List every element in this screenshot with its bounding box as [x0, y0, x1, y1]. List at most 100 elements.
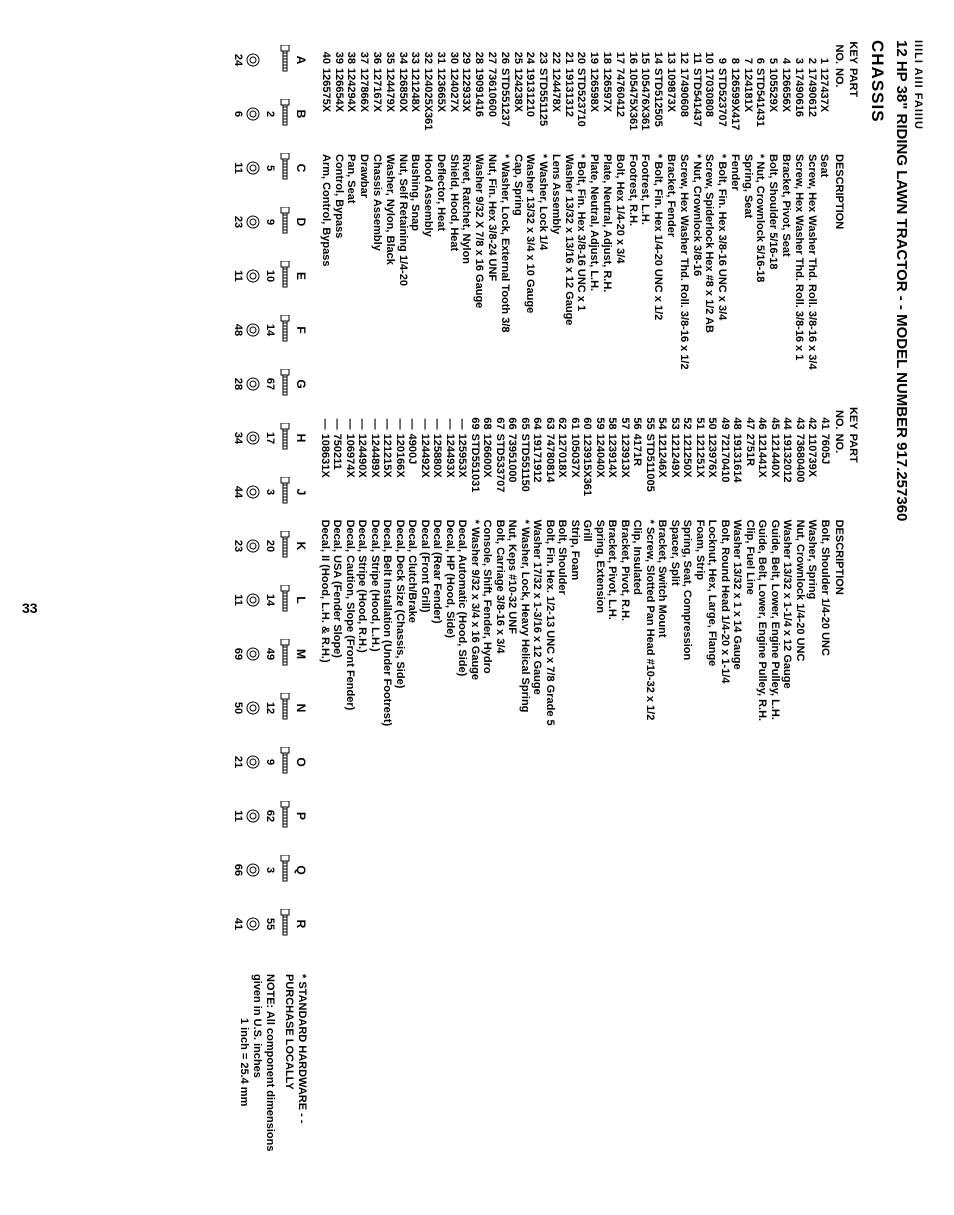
hardware-item: 28	[233, 364, 261, 404]
table-row: 4972170410Bolt, Round Head 1/4-20 x 1-1/…	[719, 406, 732, 727]
table-row: 1127437XSeat	[818, 40, 831, 370]
table-row: 65STD551150* Washer, Lock, Heavy Helical…	[519, 406, 532, 727]
table-row: 51121251XFoam, Strip	[694, 406, 707, 727]
hardware-item: 44	[233, 472, 261, 512]
hardware-item: 34	[233, 418, 261, 458]
hardware-item: 6	[233, 94, 261, 134]
table-row: 2819091416Washer 9/32 X 7/8 x 16 Gauge	[472, 40, 485, 370]
hardware-item: 11	[233, 256, 261, 296]
table-row: 26STD551237* Washer, Lock, External Toot…	[498, 40, 511, 370]
table-row: 13109873XBracket, Fender	[664, 40, 677, 370]
hardware-item: 50	[233, 688, 261, 728]
table-row: —121215XDecal, Belt Installation (Under …	[381, 406, 394, 727]
table-row: 57123913XBracket, Pivot, R.H.	[619, 406, 632, 727]
table-row: 14STD512505* Bolt, Fin. Hex 1/4-20 UNC x…	[651, 40, 664, 370]
table-row: —124492XDecal (Front Grill)	[419, 406, 432, 727]
table-row: —106974XDecal, Caution, Slope (Front Fen…	[344, 406, 357, 727]
hardware-item: 48	[233, 310, 261, 350]
rotated-content: IIILI AIII FAIIIU 12 HP 38" RIDING LAWN …	[0, 0, 954, 1215]
table-row: 31123665XDeflector, Heat	[434, 40, 447, 370]
hardware-item: C5	[265, 148, 309, 188]
table-row: 32124025X361Hood Assembly	[421, 40, 434, 370]
hardware-item: A	[265, 40, 309, 80]
table-row: 38124294XPan, Seat	[345, 40, 358, 370]
table-row: 5105529XBolt, Shoulder 5/16-18	[766, 40, 779, 370]
table-row: 317490616Screw, Hex Washer Thd. Roll. 3/…	[792, 40, 805, 370]
table-row: 54121246XBracket, Switch Mount	[656, 406, 669, 727]
table-row: —124489XDecal, Stripe (Hood, L.H.)	[369, 406, 382, 727]
table-row: 16105475X361Footrest, R.H.	[626, 40, 639, 370]
table-row: 1217490608Screw, Hex Washer Thd. Roll. 3…	[677, 40, 690, 370]
table-row: 1017030808Screw, Spiderlock Hex #8 x 1/2…	[703, 40, 716, 370]
hardware-item: L14	[265, 580, 309, 620]
hardware-item: 11	[233, 796, 261, 836]
table-row: 564171RClip, Insulated	[631, 406, 644, 727]
table-row: 2419131210Washer 13/32 x 3/4 x 10 Gauge	[524, 40, 537, 370]
table-row: 22124478XLens Assembly	[549, 40, 562, 370]
table-row: 35124479XWasher, Nylon, Black	[383, 40, 396, 370]
table-row: 15105476X361Footrest, L.H.	[639, 40, 652, 370]
table-row: 53121249XSpacer, Split	[669, 406, 682, 727]
hardware-item: Q3	[265, 850, 309, 890]
table-row: 58123914XBracket, Pivot, L.H.	[606, 406, 619, 727]
table-row: 6419171912Washer 17/32 x 1-3/16 x 12 Gau…	[531, 406, 544, 727]
table-row: 11STD541437* Nut, Crownlock 3/8-16	[690, 40, 703, 370]
hardware-item: N12	[265, 688, 309, 728]
table-row: —108631XDecal, II (Hood, L.H. & R.H.)	[319, 406, 332, 727]
table-row: 40126575XArm, Control, Bypass	[319, 40, 332, 370]
table-row: 29122933XRivet, Ratchet, Nylon	[460, 40, 473, 370]
table-row: 19126598XPlate, Neutral, Adjust, L.H.	[588, 40, 601, 370]
hardware-item: 69	[233, 634, 261, 674]
hardware-item: F14	[265, 310, 309, 350]
title: 12 HP 38" RIDING LAWN TRACTOR - - MODEL …	[893, 40, 910, 1175]
table-row: 42110739XWasher, Spring	[806, 406, 819, 727]
table-row: 55STD511005* Screw, Slotted Pan Head #10…	[644, 406, 657, 727]
table-row: 4819131614Washer 13/32 x 1 x 14 Gauge	[731, 406, 744, 727]
table-row: 217490612Screw, Hex Washer Thd. Roll. 3/…	[805, 40, 818, 370]
table-row: 417605JBolt, Shoulder 1/4-20 UNC	[819, 406, 832, 727]
table-row: 62127018XBolt, Shoulder	[556, 406, 569, 727]
chassis-heading: CHASSIS	[867, 40, 887, 1175]
table-row: —124490XDecal, Stripe (Hood, R.H.)	[356, 406, 369, 727]
parts-table-right: KEYPART NO.NO.DESCRIPTION 417605JBolt, S…	[319, 406, 860, 727]
table-row: —120166XDecal, Deck Size (Chassis, Side)	[394, 406, 407, 727]
table-row: 6374780814Bolt, Fin. Hex. 1/2-13 UNC x 7…	[544, 406, 557, 727]
table-row: —125953XDecal, Automatic (Hood, Side)	[456, 406, 469, 727]
table-row: 37127866XDrawbar	[357, 40, 370, 370]
hardware-item: H17	[265, 418, 309, 458]
table-row: 59124040XSpring, Extension	[594, 406, 607, 727]
table-row: 4373680400Nut, Crownlock 1/4-20 UNC	[794, 406, 807, 727]
hardware-item: 11	[233, 580, 261, 620]
table-row: 39126654XControl, Bypass	[332, 40, 345, 370]
hardware-item: 24	[233, 40, 261, 80]
hardware-item: 23	[233, 526, 261, 566]
table-row: 7124181XSpring, Seat	[741, 40, 754, 370]
hardware-item: 21	[233, 742, 261, 782]
table-row: 9STD523707* Bolt, Fin. Hex 3/8-16 UNC x …	[715, 40, 728, 370]
table-row: 472751RClip, Fuel Line	[744, 406, 757, 727]
hardware-item: O9	[265, 742, 309, 782]
table-row: 30124027XShield, Hood, Heat	[447, 40, 460, 370]
table-row: —4900JDecal, Clutch/Brake	[406, 406, 419, 727]
table-row: 6STD541431* Nut, Crownlock 5/16-18	[754, 40, 767, 370]
table-row: 45121440XGuide, Belt, Lower, Engine Pull…	[769, 406, 782, 727]
table-row: 1774760412Bolt, Hex 1/4-20 x 3/4	[613, 40, 626, 370]
hardware-item: P62	[265, 796, 309, 836]
table-row: 33121248XBushing, Snap	[409, 40, 422, 370]
table-row: 69STD551031* Washer 9/32 x 3/4 x 16 Gaug…	[469, 406, 482, 727]
table-row: —124493XDecal, HP (Hood, Side)	[444, 406, 457, 727]
table-row: 23STD551125* Washer, Lock 1/4	[536, 40, 549, 370]
table-row: 46121441XGuide, Belt, Lower, Engine Pull…	[756, 406, 769, 727]
table-row: 52121250XSpring, Seat, Compression	[681, 406, 694, 727]
table-row: —125880XDecal (Rear Fender)	[431, 406, 444, 727]
table-row: 67STD533707Bolt, Carriage 3/8-16 x 3/4	[494, 406, 507, 727]
hardware-item: 66	[233, 850, 261, 890]
table-row: 2119131312Washer 13/32 x 13/16 x 12 Gaug…	[562, 40, 575, 370]
table-row: 2773610600Nut, Fin. Hex 3/8-24 UNF	[485, 40, 498, 370]
parts-table-left: KEYPART NO.NO.DESCRIPTION 1127437XSeat21…	[319, 40, 860, 370]
hardware-item: 11	[233, 148, 261, 188]
hardware-item: R55	[265, 904, 309, 944]
hardware-legend: * STANDARD HARDWARE - - PURCHASE LOCALLY…	[238, 974, 309, 1175]
table-row: 36127167XChassis Assembly	[370, 40, 383, 370]
hardware-item: 41	[233, 904, 261, 944]
